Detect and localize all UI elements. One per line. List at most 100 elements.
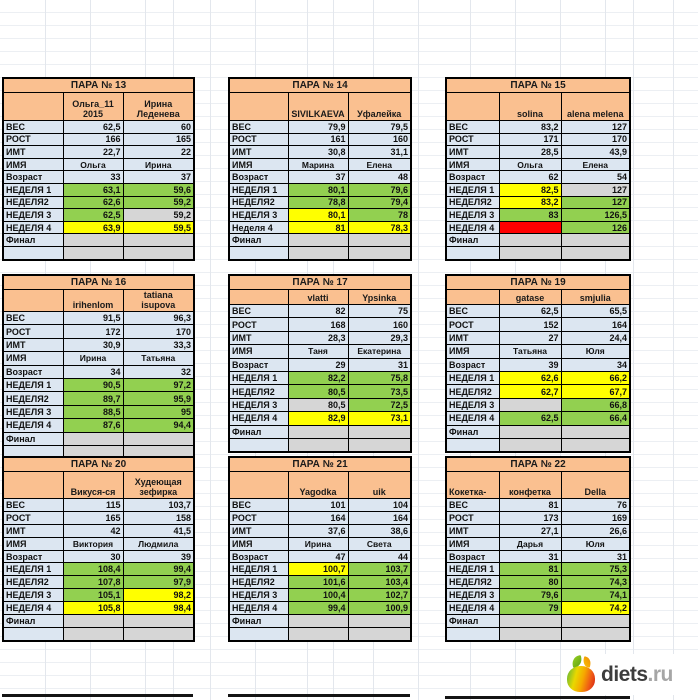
participant1-name[interactable]: irihenlom (62, 289, 124, 312)
cell-ИМТ-p1[interactable]: 37,6 (287, 523, 349, 538)
pair-title[interactable]: ПАРА № 20 (2, 456, 195, 472)
diets-ru-watermark[interactable]: diets.ru (561, 654, 698, 695)
cell-РОСТ-p2[interactable]: 158 (122, 510, 195, 525)
cell-НЕДЕЛЯ 1-p1[interactable]: 90,5 (62, 377, 124, 393)
cell-Возраст-p1[interactable]: 30 (62, 549, 124, 564)
row-label[interactable]: НЕДЕЛЯ 3 (2, 588, 64, 603)
cell-НЕДЕЛЯ2-p2[interactable]: 59,2 (122, 195, 195, 210)
cell-Возраст-p2[interactable]: 44 (347, 549, 412, 564)
cell-Возраст-p1[interactable]: 37 (287, 170, 349, 184)
cell-extra-p2[interactable] (347, 626, 412, 642)
participant2-name[interactable]: Уфалейка (347, 92, 412, 121)
cell-НЕДЕЛЯ 1-p1[interactable]: 62,6 (498, 370, 562, 386)
row-label[interactable]: НЕДЕЛЯ 3 (445, 397, 500, 413)
pair-name-prefix[interactable] (228, 92, 289, 121)
cell-ИМЯ-p1[interactable]: Ольга (498, 157, 562, 172)
cell-НЕДЕЛЯ 4-p1[interactable] (498, 220, 562, 235)
cell-ИМТ-p1[interactable]: 22,7 (62, 145, 124, 159)
cell-РОСТ-p2[interactable]: 170 (122, 324, 195, 339)
row-label[interactable]: НЕДЕЛЯ2 (228, 384, 289, 399)
pair-name-prefix[interactable] (445, 92, 500, 121)
row-label[interactable]: ВЕС (445, 120, 500, 134)
row-label[interactable]: Возраст (228, 549, 289, 564)
cell-НЕДЕЛЯ 4-p1[interactable]: 82,9 (287, 411, 349, 426)
cell-НЕДЕЛЯ 1-p2[interactable]: 99,4 (122, 562, 195, 577)
row-label[interactable]: Возраст (445, 170, 500, 184)
cell-extra-p2[interactable] (122, 245, 195, 261)
cell-НЕДЕЛЯ 1-p2[interactable]: 97,2 (122, 377, 195, 393)
cell-ИМЯ-p2[interactable]: Юля (560, 536, 631, 551)
cell-НЕДЕЛЯ2-p2[interactable]: 97,9 (122, 575, 195, 590)
cell-ВЕС-p1[interactable]: 81 (498, 498, 562, 512)
row-label[interactable]: Возраст (2, 364, 64, 379)
row-label[interactable]: ИМЯ (228, 536, 289, 551)
row-label[interactable]: РОСТ (2, 132, 64, 147)
cell-ИМТ-p2[interactable]: 22 (122, 145, 195, 159)
row-label[interactable]: ВЕС (445, 498, 500, 512)
row-label[interactable]: НЕДЕЛЯ 4 (445, 411, 500, 426)
cell-РОСТ-p1[interactable]: 161 (287, 132, 349, 147)
cell-НЕДЕЛЯ 3-p2[interactable]: 126,5 (560, 208, 631, 222)
cell-НЕДЕЛЯ 1-p2[interactable]: 75,3 (560, 562, 631, 577)
cell-ИМТ-p2[interactable]: 43,9 (560, 145, 631, 159)
cell-Финал-p1[interactable] (287, 233, 349, 247)
participant1-name[interactable]: gatase (498, 289, 562, 305)
cell-НЕДЕЛЯ 1-p1[interactable]: 80,1 (287, 182, 349, 197)
cell-ИМТ-p1[interactable]: 27 (498, 330, 562, 346)
row-label[interactable] (2, 626, 64, 642)
cell-ИМЯ-p1[interactable]: Татьяна (498, 344, 562, 359)
cell-НЕДЕЛЯ 4-p1[interactable]: 99,4 (287, 601, 349, 616)
cell-РОСТ-p1[interactable]: 165 (62, 510, 124, 525)
row-label[interactable]: НЕДЕЛЯ 1 (2, 377, 64, 393)
cell-ВЕС-p1[interactable]: 62,5 (498, 303, 562, 319)
cell-НЕДЕЛЯ 3-p2[interactable]: 59,2 (122, 208, 195, 222)
cell-ИМТ-p2[interactable]: 24,4 (560, 330, 631, 346)
row-label[interactable]: Финал (228, 233, 289, 247)
row-label[interactable]: РОСТ (228, 132, 289, 147)
row-label[interactable]: ИМЯ (2, 157, 64, 172)
cell-НЕДЕЛЯ 1-p1[interactable]: 81 (498, 562, 562, 577)
row-label[interactable]: ВЕС (2, 498, 64, 512)
row-label[interactable]: НЕДЕЛЯ 4 (2, 601, 64, 616)
row-label[interactable] (228, 626, 289, 642)
row-label[interactable]: РОСТ (228, 510, 289, 525)
cell-НЕДЕЛЯ 4-p2[interactable]: 126 (560, 220, 631, 235)
cell-Возраст-p2[interactable]: 31 (347, 357, 412, 372)
cell-Финал-p2[interactable] (122, 614, 195, 628)
cell-Финал-p2[interactable] (560, 614, 631, 628)
row-label[interactable]: ИМТ (228, 145, 289, 159)
cell-Возраст-p2[interactable]: 48 (347, 170, 412, 184)
participant2-name[interactable]: Della (560, 471, 631, 499)
cell-НЕДЕЛЯ2-p1[interactable]: 62,6 (62, 195, 124, 210)
cell-РОСТ-p1[interactable]: 168 (287, 317, 349, 332)
row-label[interactable]: ВЕС (2, 310, 64, 326)
cell-НЕДЕЛЯ 1-p1[interactable]: 100,7 (287, 562, 349, 577)
row-label[interactable]: ВЕС (2, 120, 64, 134)
cell-НЕДЕЛЯ 4-p2[interactable]: 100,9 (347, 601, 412, 616)
row-label[interactable]: НЕДЕЛЯ 3 (445, 208, 500, 222)
cell-Возраст-p1[interactable]: 34 (62, 364, 124, 379)
cell-Возраст-p1[interactable]: 33 (62, 170, 124, 184)
participant2-name[interactable]: Худеющая зефирка (122, 471, 195, 499)
pair-name-prefix[interactable] (228, 289, 289, 305)
row-label[interactable]: НЕДЕЛЯ2 (228, 575, 289, 590)
row-label[interactable]: Финал (228, 614, 289, 628)
cell-Возраст-p1[interactable]: 62 (498, 170, 562, 184)
participant2-name[interactable]: Ирина Леденева (122, 92, 195, 121)
cell-Возраст-p2[interactable]: 39 (122, 549, 195, 564)
cell-НЕДЕЛЯ2-p2[interactable]: 73,5 (347, 384, 412, 399)
cell-НЕДЕЛЯ 3-p2[interactable]: 66,8 (560, 397, 631, 413)
row-label[interactable]: НЕДЕЛЯ 4 (228, 601, 289, 616)
cell-НЕДЕЛЯ 3-p1[interactable]: 80,5 (287, 397, 349, 413)
cell-extra-p1[interactable] (498, 245, 562, 261)
cell-НЕДЕЛЯ 3-p1[interactable]: 100,4 (287, 588, 349, 603)
participant1-name[interactable]: SIVILKAEVA (287, 92, 349, 121)
row-label[interactable]: ИМЯ (228, 157, 289, 172)
cell-ИМЯ-p2[interactable]: Елена (560, 157, 631, 172)
cell-НЕДЕЛЯ 3-p2[interactable]: 102,7 (347, 588, 412, 603)
cell-НЕДЕЛЯ 4-p2[interactable]: 74,2 (560, 601, 631, 616)
cell-НЕДЕЛЯ 1-p2[interactable]: 103,7 (347, 562, 412, 577)
cell-Возраст-p1[interactable]: 31 (498, 549, 562, 564)
cell-ИМТ-p2[interactable]: 38,6 (347, 523, 412, 538)
row-label[interactable]: НЕДЕЛЯ2 (445, 195, 500, 210)
